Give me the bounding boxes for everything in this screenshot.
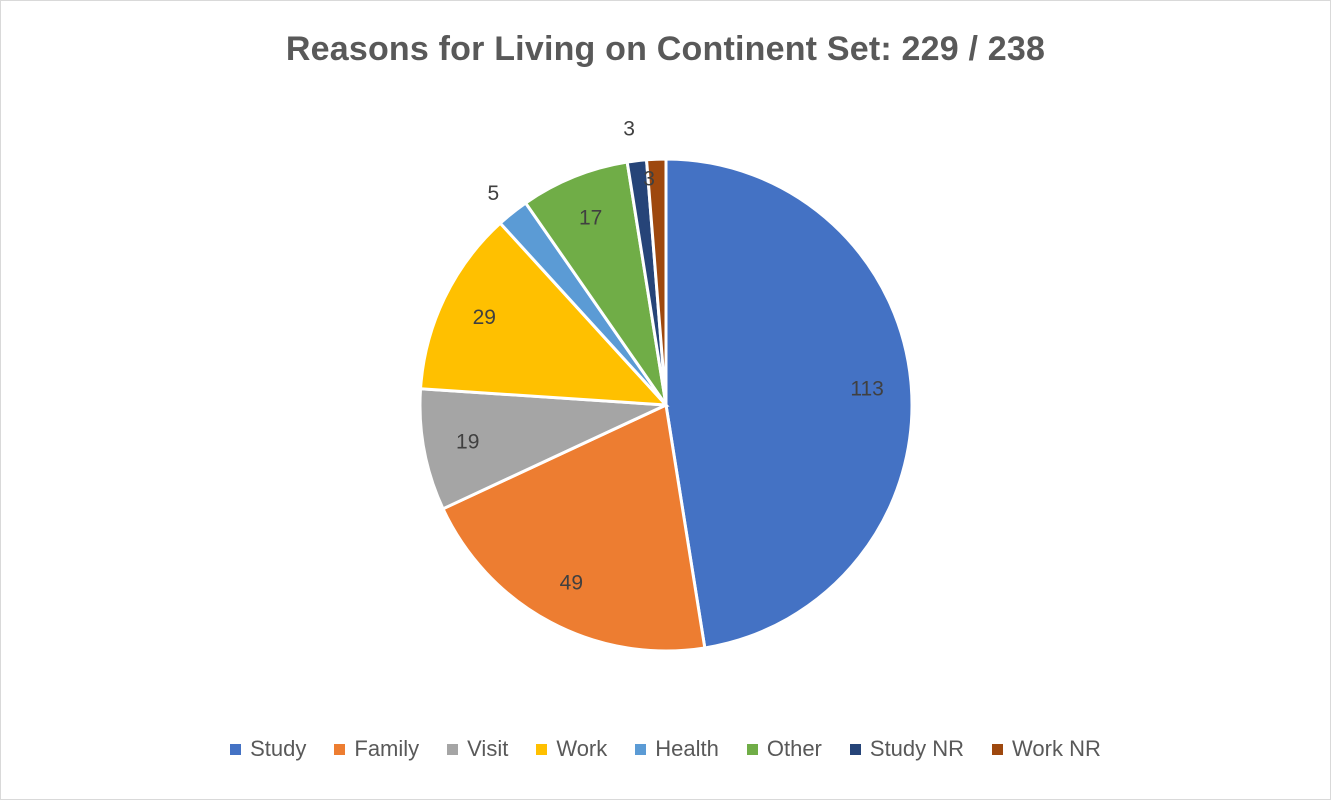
data-label-study: 113 xyxy=(850,378,883,401)
legend-item-other: Other xyxy=(746,736,822,762)
legend-swatch-study-nr xyxy=(849,743,861,755)
pie-slice-study xyxy=(664,157,914,650)
legend-swatch-study xyxy=(230,743,242,755)
data-label-visit: 19 xyxy=(456,431,479,454)
legend-swatch-other xyxy=(746,743,758,755)
legend-swatch-work-nr xyxy=(992,743,1004,755)
legend-swatch-visit xyxy=(447,743,459,755)
data-label-other: 17 xyxy=(579,206,602,229)
pie-slice-work-nr xyxy=(644,157,668,406)
legend-label-work: Work xyxy=(556,736,608,761)
legend-label-visit: Visit xyxy=(467,736,509,761)
data-label-health: 5 xyxy=(487,182,499,205)
legend: Study Family Visit Work Health Other Study NR W… xyxy=(0,736,1331,762)
legend-label-family: Family xyxy=(354,736,420,761)
legend-label-health: Health xyxy=(655,736,719,761)
legend-label-other: Other xyxy=(766,736,822,761)
data-label-family: 49 xyxy=(560,572,583,595)
data-label-work-nr: 3 xyxy=(643,167,655,190)
legend-item-study-nr: Study NR xyxy=(849,736,965,762)
legend-item-study: Study xyxy=(230,736,306,762)
data-label-study-nr: 3 xyxy=(623,117,635,140)
legend-item-family: Family xyxy=(334,736,419,762)
legend-swatch-work xyxy=(536,743,548,755)
pie-slice-visit xyxy=(418,387,667,511)
pie-data-labels: 113 49 19 29 5 17 3 3 xyxy=(456,117,884,594)
legend-item-visit: Visit xyxy=(447,736,508,762)
legend-item-work-nr: Work NR xyxy=(992,736,1101,762)
legend-label-study: Study xyxy=(250,736,307,761)
legend-swatch-family xyxy=(334,743,346,755)
legend-item-work: Work xyxy=(536,736,607,762)
pie-slices xyxy=(418,157,914,653)
data-label-work: 29 xyxy=(473,306,496,329)
pie-slice-work xyxy=(418,221,670,407)
pie-slice-other xyxy=(523,160,668,406)
chart-title: Reasons for Living on Continent Set: 229… xyxy=(285,30,1046,68)
pie-slice-family xyxy=(440,402,707,653)
legend-label-study-nr: Study NR xyxy=(869,736,965,761)
legend-item-health: Health xyxy=(635,736,719,762)
legend-swatch-health xyxy=(635,743,647,755)
legend-label-work-nr: Work NR xyxy=(1012,736,1101,761)
